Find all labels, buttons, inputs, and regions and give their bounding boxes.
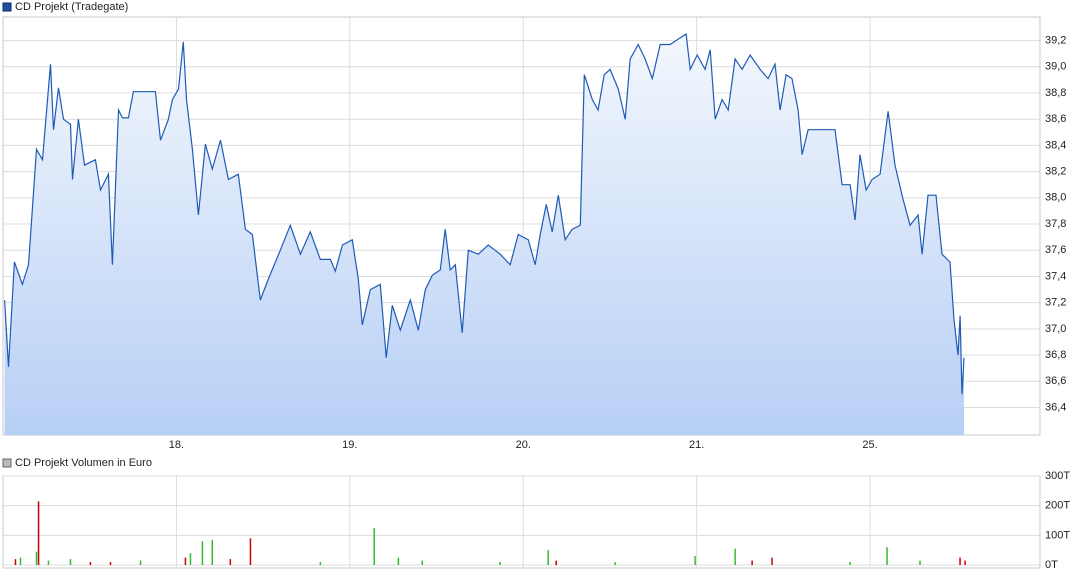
- volume-bar: [751, 560, 753, 566]
- x-tick-label: 20.: [516, 439, 531, 451]
- y-tick-label: 37,2: [1045, 297, 1066, 309]
- area: [4, 34, 965, 435]
- volume-bar: [89, 562, 92, 566]
- y-tick-label: 36,8: [1045, 349, 1066, 361]
- y-tick-label: 0T: [1045, 559, 1058, 571]
- x-tick-label: 21.: [689, 439, 704, 451]
- y-tick-label: 38,0: [1045, 192, 1066, 204]
- volume-bar: [229, 559, 232, 566]
- x-tick-label: 18.: [169, 439, 184, 451]
- y-tick-label: 36,6: [1045, 375, 1066, 387]
- y-tick-label: 38,8: [1045, 87, 1066, 99]
- volume-bar: [919, 560, 921, 566]
- y-tick-label: 200T: [1045, 500, 1070, 512]
- y-tick-label: 38,2: [1045, 166, 1066, 178]
- volume-bar: [189, 553, 192, 566]
- volume-bar: [734, 548, 736, 566]
- y-tick-label: 37,8: [1045, 218, 1066, 230]
- volume-bar: [109, 562, 112, 566]
- y-tick-label: 39,2: [1045, 34, 1066, 46]
- y-tick-label: 100T: [1045, 529, 1070, 541]
- legend-swatch: [2, 458, 12, 468]
- volume-bar: [694, 556, 696, 566]
- volume-bar: [201, 541, 204, 566]
- volume-bar: [37, 501, 40, 566]
- volume-bar: [47, 560, 50, 566]
- volume-bar: [547, 550, 549, 566]
- volume-bar: [319, 562, 322, 566]
- price-line: [4, 32, 965, 395]
- y-tick-label: 36,4: [1045, 401, 1066, 413]
- y-tick-label: 37,6: [1045, 244, 1066, 256]
- volume-bar: [14, 559, 17, 566]
- volume-bar: [964, 560, 966, 566]
- volume-bar: [35, 551, 38, 566]
- plot-frame: [2, 475, 1041, 569]
- volume-bar: [421, 560, 424, 566]
- volume-bar: [184, 557, 187, 566]
- x-tick-label: 19.: [342, 439, 357, 451]
- y-tick-label: 300T: [1045, 470, 1070, 482]
- y-tick-label: 37,4: [1045, 270, 1066, 282]
- legend-swatch: [2, 2, 12, 12]
- volume-bar: [555, 560, 557, 566]
- y-tick-label: 37,0: [1045, 323, 1066, 335]
- volume-bar: [19, 557, 22, 566]
- volume-bar: [849, 562, 851, 566]
- volume-bar: [959, 557, 961, 566]
- volume-bar: [69, 559, 72, 566]
- volume-bar: [139, 560, 142, 566]
- y-tick-label: 39,0: [1045, 61, 1066, 73]
- x-tick-label: 25.: [862, 439, 877, 451]
- legend-label: CD Projekt Volumen in Euro: [15, 457, 152, 469]
- y-tick-label: 38,6: [1045, 113, 1066, 125]
- legend-label: CD Projekt (Tradegate): [15, 1, 128, 13]
- volume-bar: [249, 538, 252, 566]
- volume-bar: [771, 557, 773, 566]
- volume-bar: [397, 557, 400, 566]
- volume-bar: [499, 562, 501, 566]
- volume-bar: [886, 547, 888, 566]
- y-tick-label: 38,4: [1045, 139, 1066, 151]
- volume-bar: [373, 527, 376, 566]
- volume-bar: [211, 539, 214, 566]
- volume-bar: [614, 562, 616, 566]
